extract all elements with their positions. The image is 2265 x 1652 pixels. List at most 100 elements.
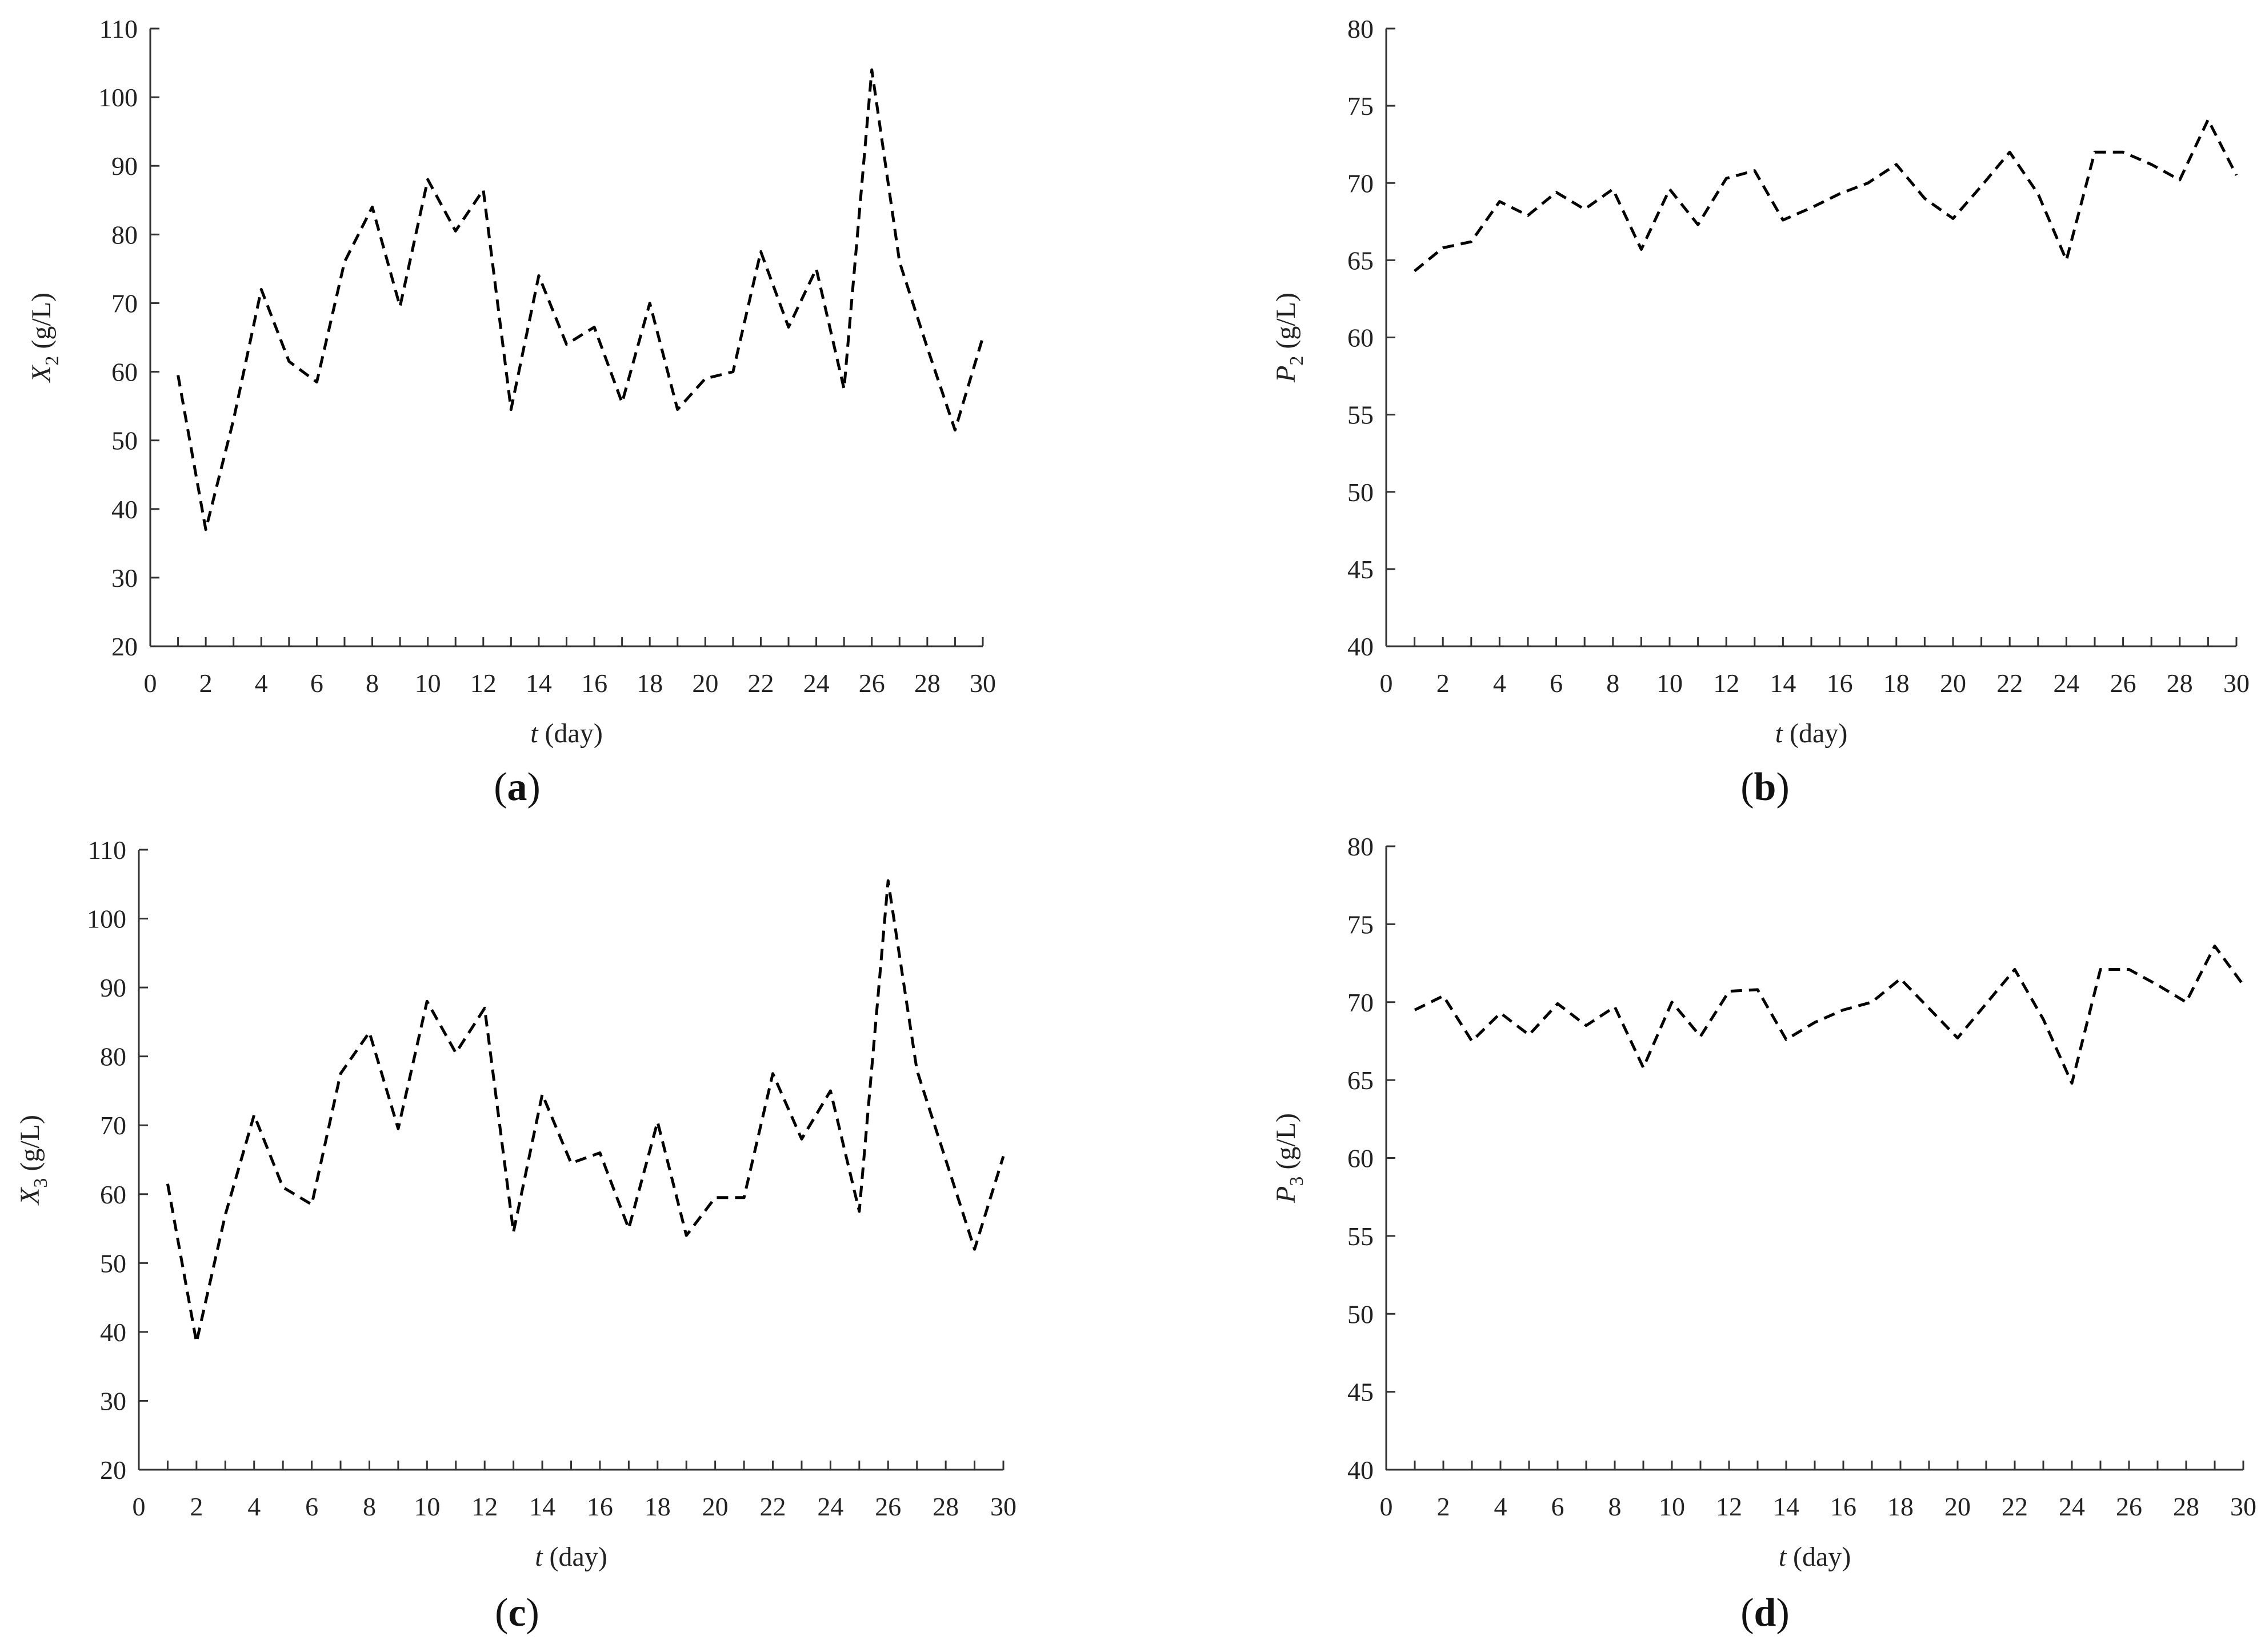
chart-panel-a: 0 2 4 6 8 10 12 14 16 18 20 22 24 26 28 302030405060708… xyxy=(26,14,996,809)
x-tick-label: 10 xyxy=(414,1492,440,1521)
y-tick-label: 45 xyxy=(1347,1378,1374,1407)
chart-panel-d: 0 2 4 6 8 10 12 14 16 18 20 22 24 26 28 304045505560657… xyxy=(1271,832,2256,1635)
x-tick-label: 30 xyxy=(970,669,996,698)
x-tick-label: 20 xyxy=(692,669,718,698)
series-line xyxy=(1414,118,2238,273)
panel-letter: c xyxy=(508,1591,526,1635)
x-axis-label-var: t xyxy=(1775,718,1784,749)
panel-label: (a) xyxy=(494,765,541,809)
x-tick-label: 2 xyxy=(199,669,213,698)
x-tick-label: 14 xyxy=(1770,669,1796,698)
x-tick-label: 22 xyxy=(1996,669,2023,698)
panel-label: (b) xyxy=(1740,765,1790,809)
series-line xyxy=(177,68,985,531)
x-axis-label-unit: (day) xyxy=(538,718,603,749)
x-tick-label: 30 xyxy=(990,1492,1017,1521)
chart-panel-b: 0 2 4 6 8 10 12 14 16 18 20 22 24 26 28 304045505560657… xyxy=(1271,14,2250,809)
x-tick-label: 20 xyxy=(702,1492,729,1521)
x-tick-label: 26 xyxy=(2116,1492,2142,1521)
y-axis-label-subscript: 2 xyxy=(1286,356,1307,366)
y-tick-label: 60 xyxy=(1347,323,1374,353)
y-tick-label: 20 xyxy=(100,1455,126,1485)
y-tick-label: 70 xyxy=(1347,988,1374,1017)
x-tick-label: 8 xyxy=(366,669,379,698)
x-tick-label: 24 xyxy=(803,669,830,698)
x-tick-label: 22 xyxy=(760,1492,786,1521)
panel-label: (c) xyxy=(495,1591,539,1635)
y-axis-label: X2 (g/L) xyxy=(26,293,63,383)
panel-label: (d) xyxy=(1740,1591,1790,1635)
y-axis-label-subscript: 3 xyxy=(30,1178,51,1188)
x-tick-label: 28 xyxy=(933,1492,959,1521)
x-tick-label: 6 xyxy=(310,669,323,698)
y-tick-label: 60 xyxy=(111,358,138,387)
x-axis-label-var: t xyxy=(530,718,539,749)
y-tick-label: 40 xyxy=(1347,632,1374,661)
y-tick-label: 65 xyxy=(1347,1066,1374,1095)
x-tick-label: 8 xyxy=(1606,669,1619,698)
panel-letter: d xyxy=(1754,1591,1776,1635)
x-tick-label: 6 xyxy=(1550,669,1563,698)
x-axis-label: t (day) xyxy=(530,718,603,749)
x-tick-label: 26 xyxy=(875,1492,901,1521)
y-tick-label: 90 xyxy=(111,151,138,181)
y-tick-label: 45 xyxy=(1347,555,1374,584)
y-axis-label-var: P xyxy=(1271,366,1301,383)
x-axis-label: t (day) xyxy=(1779,1542,1851,1572)
x-tick-label: 28 xyxy=(914,669,941,698)
y-tick-label: 50 xyxy=(1347,1299,1374,1329)
x-tick-label: 30 xyxy=(2223,669,2250,698)
x-tick-label: 30 xyxy=(2230,1492,2256,1521)
y-axis-label-var: P xyxy=(1271,1186,1301,1203)
x-tick-label: 10 xyxy=(1656,669,1683,698)
y-tick-label: 70 xyxy=(1347,169,1374,198)
y-axis-label: P3 (g/L) xyxy=(1271,1113,1307,1203)
y-axis-label-unit: (g/L) xyxy=(15,1115,45,1178)
x-tick-label: 0 xyxy=(133,1492,146,1521)
y-tick-label: 50 xyxy=(1347,478,1374,507)
chart-panel-c: 0 2 4 6 8 10 12 14 16 18 20 22 24 26 28 302030405060708… xyxy=(15,835,1017,1635)
x-axis-label-unit: (day) xyxy=(1783,718,1847,749)
series-line xyxy=(1414,945,2245,1085)
x-tick-label: 4 xyxy=(255,669,268,698)
y-axis-label: X3 (g/L) xyxy=(15,1115,51,1206)
x-tick-label: 12 xyxy=(470,669,497,698)
x-tick-label: 28 xyxy=(2167,669,2193,698)
x-tick-label: 6 xyxy=(305,1492,318,1521)
x-axis-label-var: t xyxy=(1779,1542,1787,1572)
y-axis-label-unit: (g/L) xyxy=(1271,1113,1301,1177)
y-tick-label: 90 xyxy=(100,973,126,1002)
panel-letter: a xyxy=(507,765,527,809)
x-tick-label: 20 xyxy=(1944,1492,1971,1521)
y-tick-label: 80 xyxy=(1347,832,1374,861)
x-tick-label: 4 xyxy=(247,1492,261,1521)
y-tick-label: 60 xyxy=(1347,1144,1374,1173)
y-tick-label: 100 xyxy=(87,905,126,934)
y-tick-label: 65 xyxy=(1347,246,1374,275)
x-axis-label: t (day) xyxy=(535,1542,607,1572)
panels: 0 2 4 6 8 10 12 14 16 18 20 22 24 26 28 302030405060708… xyxy=(15,14,2256,1635)
y-tick-label: 40 xyxy=(100,1318,126,1347)
x-tick-label: 4 xyxy=(1494,1492,1507,1521)
y-tick-label: 80 xyxy=(111,220,138,249)
x-tick-label: 28 xyxy=(2173,1492,2199,1521)
y-tick-label: 50 xyxy=(100,1249,126,1278)
y-tick-label: 40 xyxy=(1347,1455,1374,1485)
y-tick-label: 110 xyxy=(88,835,126,865)
y-axis-label: P2 (g/L) xyxy=(1271,293,1307,383)
y-tick-label: 70 xyxy=(100,1111,126,1140)
y-axis-label-unit: (g/L) xyxy=(26,293,57,356)
y-tick-label: 70 xyxy=(111,289,138,318)
y-axis-label-var: X xyxy=(26,365,57,383)
y-tick-label: 50 xyxy=(111,426,138,455)
x-tick-label: 22 xyxy=(747,669,774,698)
x-tick-label: 24 xyxy=(817,1492,843,1521)
y-tick-label: 30 xyxy=(111,563,138,593)
x-tick-label: 2 xyxy=(1436,669,1450,698)
y-tick-label: 20 xyxy=(111,632,138,661)
y-axis-label-subscript: 2 xyxy=(42,356,63,366)
x-tick-label: 6 xyxy=(1551,1492,1564,1521)
y-tick-label: 110 xyxy=(99,14,138,43)
x-tick-label: 18 xyxy=(1887,1492,1914,1521)
